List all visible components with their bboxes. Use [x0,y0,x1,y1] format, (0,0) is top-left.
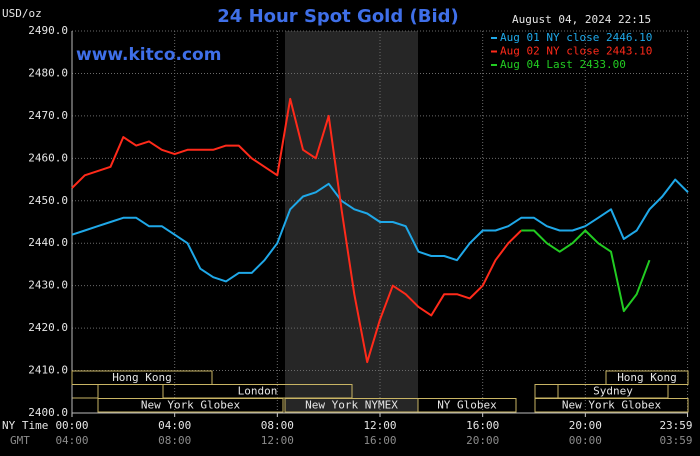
session-label: New York Globex [562,399,662,412]
timestamp: August 04, 2024 22:15 [512,13,651,26]
plot-area: 2400.0 2410.0 2420.0 2430.0 2440.0 2450.0 2460… [28,24,692,447]
session-label: London [238,385,278,398]
series-line [521,229,651,313]
y-tick-label: 2460.0 [28,151,68,164]
x-axis-label-gmt: GMT [10,434,30,447]
legend-label: Aug 04 Last 2433.00 [500,58,626,71]
x-tick-label: 20:00 [569,419,602,432]
x-tick-label: 23:59 [659,419,692,432]
x-tick-label: 08:00 [261,419,294,432]
x-tick-label: 00:00 [55,419,88,432]
session-label: New York Globex [141,399,241,412]
session-label: NY Globex [437,399,497,412]
y-axis-label: USD/oz [2,7,42,20]
x-tick-label: 04:00 [158,419,191,432]
x-tick-label: 12:00 [363,419,396,432]
x-tick-label-gmt: 00:00 [569,434,602,447]
series-line [71,178,689,283]
session-label: New York NYMEX [305,399,398,412]
legend-label: Aug 02 NY close 2443.10 [500,45,652,58]
watermark: www.kitco.com [76,45,221,65]
y-tick-label: 2440.0 [28,236,68,249]
x-tick-label-gmt: 08:00 [158,434,191,447]
x-tick-label-gmt: 16:00 [363,434,396,447]
session-box [417,398,517,413]
x-tick-label-gmt: 04:00 [55,434,88,447]
y-tick-label: 2450.0 [28,194,68,207]
y-tick-label: 2400.0 [28,406,68,419]
shaded-session [285,31,418,413]
chart-title: 24 Hour Spot Gold (Bid) [217,6,458,27]
y-tick-label: 2410.0 [28,364,68,377]
session-box [71,370,213,385]
series-line [71,97,522,364]
x-tick-label: 16:00 [466,419,499,432]
session-box [534,398,689,413]
y-tick-label: 2490.0 [28,24,68,37]
x-tick-label-gmt: 20:00 [466,434,499,447]
legend-label: Aug 01 NY close 2446.10 [500,31,652,44]
session-label: Hong Kong [112,371,172,384]
session-label: Sydney [593,385,633,398]
x-tick-label-gmt: 12:00 [261,434,294,447]
session-label: Hong Kong [617,371,677,384]
y-tick-label: 2480.0 [28,66,68,79]
y-tick-label: 2430.0 [28,279,68,292]
y-tick-label: 2420.0 [28,321,68,334]
session-box [605,370,689,385]
x-tick-label-gmt: 03:59 [659,434,692,447]
session-box [97,398,284,413]
y-tick-label: 2470.0 [28,109,68,122]
x-axis-label-ny: NY Time [2,419,48,432]
